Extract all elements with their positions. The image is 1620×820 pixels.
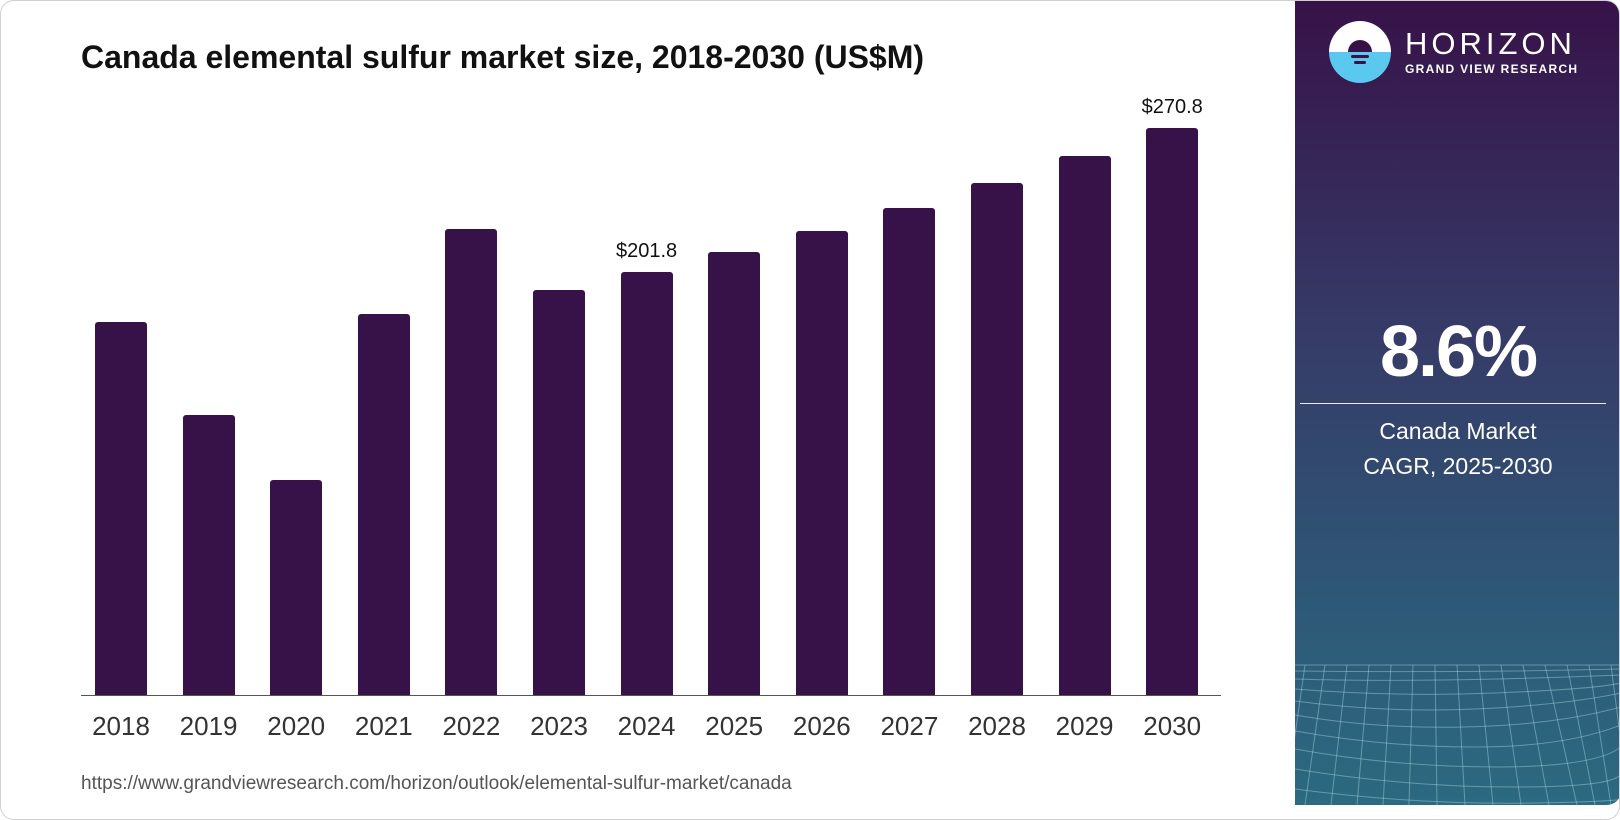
source-url: https://www.grandviewresearch.com/horizo… [81, 773, 792, 794]
decorative-mesh-graphic [1295, 664, 1619, 805]
x-tick-label: 2026 [792, 711, 851, 741]
brand-subtitle: GRAND VIEW RESEARCH [1405, 62, 1579, 76]
bar-chart: 2018 2019 2020 2021 2022 2023 2024 $201.8 2025 20… [81, 96, 1221, 741]
bar-2026 [795, 231, 848, 695]
bar-2028 [971, 183, 1023, 695]
bar-2027 [883, 207, 936, 695]
x-tick-label: 2023 [530, 711, 588, 741]
x-tick-label: 2020 [267, 711, 326, 741]
x-tick-label: 2028 [968, 711, 1026, 741]
bar-2030 [1146, 128, 1199, 695]
chart-title: Canada elemental sulfur market size, 201… [81, 39, 925, 75]
x-tick-label: 2024 [617, 711, 676, 741]
x-tick-label: 2022 [442, 711, 501, 741]
cagr-label: Canada Market CAGR, 2025-2030 [1295, 414, 1619, 484]
cagr-value: 8.6% [1379, 312, 1538, 392]
bar-2024 [620, 272, 673, 695]
bar-2020 [270, 479, 323, 695]
cagr-label-line2: CAGR, 2025-2030 [1363, 453, 1553, 479]
bar-value-label: $270.8 [1141, 96, 1203, 118]
brand-logo: HORIZON GRAND VIEW RESEARCH [1329, 21, 1578, 83]
x-tick-label: 2029 [1055, 711, 1114, 741]
x-axis-line [81, 695, 1221, 696]
cagr-label-line1: Canada Market [1379, 418, 1537, 444]
x-tick-label: 2018 [92, 711, 150, 741]
x-tick-label: 2019 [179, 711, 238, 741]
bar-2029 [1058, 156, 1111, 695]
bar-2021 [357, 313, 410, 695]
bar-2018 [95, 321, 147, 695]
x-tick-label: 2025 [705, 711, 764, 741]
x-tick-label: 2027 [880, 711, 939, 741]
bar-2019 [182, 415, 235, 695]
x-tick-label: 2021 [354, 711, 413, 741]
bar-2022 [445, 228, 498, 695]
bar-2025 [708, 251, 761, 695]
horizon-sunset-icon [1329, 21, 1391, 83]
bar-value-label: $201.8 [616, 240, 678, 263]
x-tick-label: 2030 [1143, 711, 1202, 741]
brand-name: HORIZON [1405, 26, 1576, 61]
cagr-panel: HORIZON GRAND VIEW RESEARCH 8.6% Canada … [1295, 1, 1619, 805]
bar-2023 [533, 290, 585, 695]
divider [1300, 403, 1606, 404]
